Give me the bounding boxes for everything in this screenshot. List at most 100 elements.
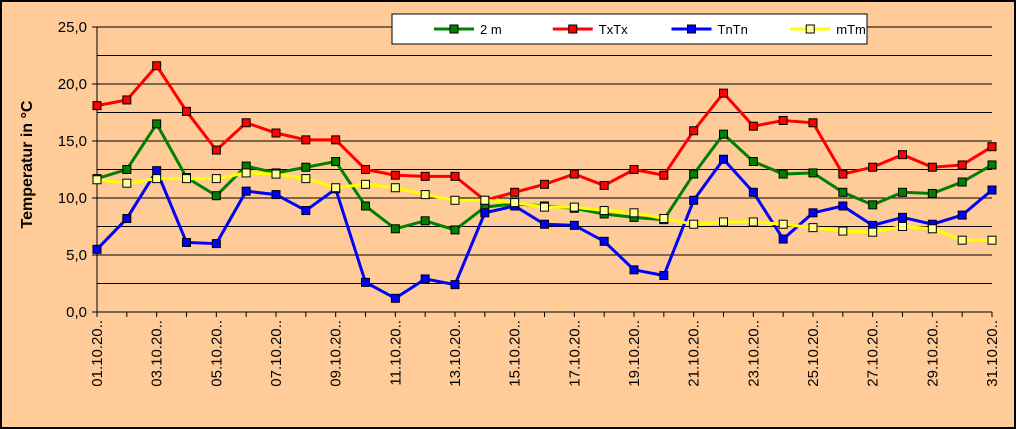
legend-marker	[449, 24, 459, 34]
legend-entry: TnTn	[671, 22, 748, 37]
data-point	[152, 119, 162, 129]
data-point	[569, 220, 579, 230]
data-point	[420, 190, 430, 200]
data-point	[331, 183, 341, 193]
data-point	[390, 170, 400, 180]
data-point	[987, 235, 997, 245]
y-tick-label: 15,0	[58, 133, 87, 150]
data-point	[808, 208, 818, 218]
y-tick-label: 10,0	[58, 190, 87, 207]
data-point	[540, 219, 549, 229]
data-point	[689, 126, 699, 136]
data-point	[122, 95, 132, 105]
data-point	[92, 244, 102, 254]
data-point	[450, 225, 460, 235]
data-point	[241, 118, 251, 128]
data-point	[748, 187, 758, 197]
data-point	[241, 186, 251, 196]
data-point	[152, 166, 162, 176]
y-tick-label: 5,0	[66, 247, 87, 264]
data-point	[748, 217, 758, 227]
x-tick-label: 03.10.20..	[149, 320, 166, 387]
y-tick-label: 20,0	[58, 76, 87, 93]
data-point	[629, 165, 639, 174]
data-point	[927, 188, 937, 198]
data-point	[211, 191, 221, 201]
data-point	[420, 274, 430, 284]
data-point	[301, 135, 311, 145]
x-tick-label: 21.10.20..	[686, 320, 703, 387]
data-point	[569, 169, 579, 179]
data-point	[510, 187, 520, 197]
data-point	[599, 236, 609, 246]
x-tick-label: 05.10.20..	[208, 320, 225, 387]
data-point	[211, 174, 221, 184]
x-tick-label: 07.10.20..	[268, 320, 285, 387]
data-point	[540, 202, 549, 212]
series-3	[92, 168, 997, 245]
data-point	[689, 195, 699, 205]
data-point	[301, 206, 311, 216]
legend-label: TxTx	[599, 22, 628, 37]
data-point	[629, 208, 639, 218]
data-point	[331, 135, 341, 145]
legend-entry: TxTx	[552, 22, 628, 37]
data-point	[868, 200, 878, 210]
data-point	[719, 217, 728, 227]
data-point	[808, 168, 818, 178]
data-point	[719, 129, 728, 139]
data-point	[420, 171, 430, 181]
x-tick-label: 25.10.20..	[805, 320, 822, 387]
data-point	[927, 224, 937, 234]
data-point	[868, 227, 878, 237]
data-point	[92, 101, 102, 111]
legend-label: mTm	[836, 22, 866, 37]
data-point	[838, 187, 848, 197]
data-point	[361, 165, 370, 174]
data-point	[122, 178, 132, 188]
data-point	[987, 185, 997, 195]
x-tick-label: 15.10.20..	[507, 320, 524, 387]
data-point	[182, 174, 191, 184]
data-point	[719, 88, 728, 98]
data-point	[838, 226, 848, 236]
series-1	[92, 61, 997, 205]
data-point	[808, 223, 818, 233]
data-point	[390, 293, 400, 303]
data-point	[808, 118, 818, 128]
data-point	[957, 177, 967, 187]
data-point	[450, 195, 460, 205]
data-point	[927, 162, 937, 172]
data-point	[182, 237, 191, 247]
data-point	[331, 157, 341, 167]
x-tick-label: 29.10.20..	[924, 320, 941, 387]
data-point	[211, 145, 221, 155]
data-point	[390, 183, 400, 193]
data-point	[450, 171, 460, 181]
x-tick-label: 17.10.20..	[566, 320, 583, 387]
data-point	[778, 169, 788, 179]
data-point	[271, 128, 281, 138]
series-lines	[92, 61, 997, 303]
data-point	[659, 214, 669, 224]
data-point	[241, 168, 251, 178]
data-point	[659, 170, 669, 180]
data-point	[301, 162, 311, 172]
data-point	[957, 210, 967, 220]
data-point	[92, 175, 102, 185]
data-point	[898, 150, 907, 160]
data-point	[211, 239, 221, 249]
data-point	[271, 190, 281, 200]
y-tick-label: 25,0	[58, 19, 87, 36]
data-point	[122, 165, 132, 174]
data-point	[659, 271, 669, 281]
legend-entry: mTm	[790, 22, 866, 37]
data-point	[778, 219, 788, 229]
x-tick-label: 31.10.20..	[984, 320, 1001, 387]
data-point	[361, 201, 370, 211]
legend-marker	[805, 24, 815, 34]
data-point	[987, 160, 997, 170]
data-point	[301, 174, 311, 184]
data-point	[838, 169, 848, 179]
